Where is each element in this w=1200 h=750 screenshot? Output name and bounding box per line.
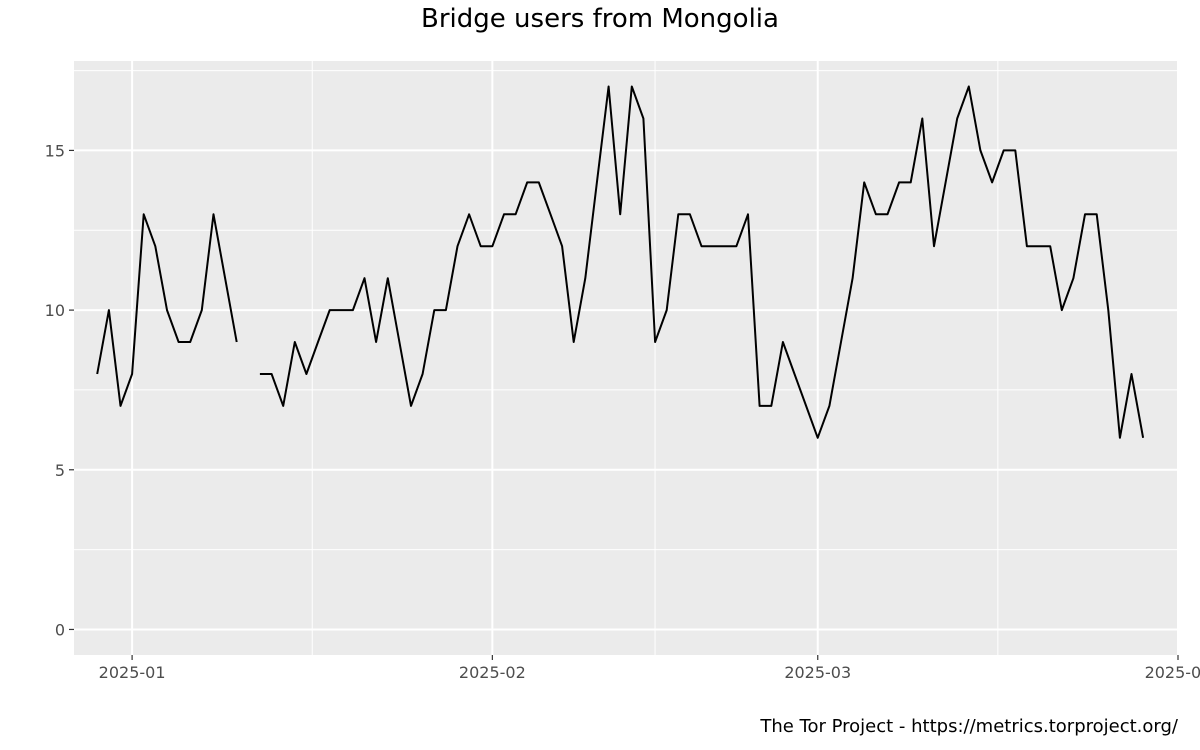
- y-tick-label: 0: [55, 620, 65, 639]
- y-tick-label: 15: [45, 141, 65, 160]
- series-line-segment: [96, 213, 238, 407]
- series-lines: [96, 85, 1145, 439]
- x-tick-label: 2025-03: [784, 663, 851, 682]
- x-tick-label: 2025-04: [1145, 663, 1200, 682]
- chart-caption: The Tor Project - https://metrics.torpro…: [760, 716, 1178, 737]
- series-line-segment: [259, 85, 1145, 439]
- y-tick-label: 10: [45, 301, 65, 320]
- y-tick-label: 5: [55, 461, 65, 480]
- axes: 0 5 10 15 2025-01 2025-02 2025-03 2025-04: [45, 141, 1200, 682]
- x-tick-label: 2025-01: [99, 663, 166, 682]
- x-tick-label: 2025-02: [459, 663, 526, 682]
- chart-title: Bridge users from Mongolia: [421, 4, 779, 34]
